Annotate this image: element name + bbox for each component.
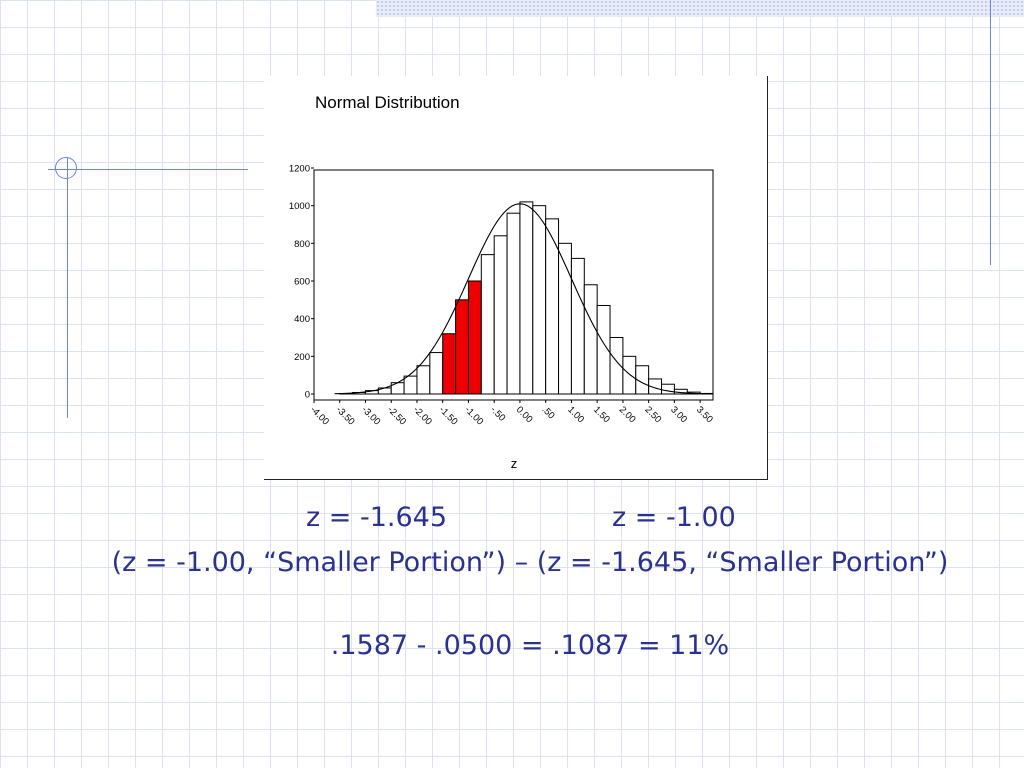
x-tick-label: 3.00 <box>668 404 689 425</box>
x-tick-label: 1.50 <box>591 404 612 425</box>
x-tick-label: 0.00 <box>514 404 535 425</box>
histogram-bar <box>570 257 585 395</box>
histogram-bar <box>480 254 495 395</box>
y-tick-label: 1200 <box>289 164 310 175</box>
histogram-bar <box>583 284 598 395</box>
histogram-bar <box>661 383 675 395</box>
histogram-bar <box>416 365 431 395</box>
x-tick-label: -3.50 <box>334 404 357 427</box>
histogram-bar <box>532 205 547 395</box>
result-text: .1587 - .0500 = .1087 = 11% <box>330 630 730 661</box>
histogram-bar <box>493 235 508 395</box>
y-tick-label: 400 <box>294 314 310 325</box>
histogram-bar <box>506 212 521 395</box>
chart-panel: Normal Distribution 0 200 400 600 800 1000 120… <box>264 76 768 480</box>
decor-right-line <box>990 0 991 265</box>
x-tick-label: -2.00 <box>411 404 434 427</box>
x-tick-label: 2.00 <box>617 404 638 425</box>
y-tick-label: 600 <box>294 277 310 288</box>
x-tick-label: -1.00 <box>462 404 485 427</box>
z-value-right: z = -1.00 <box>612 502 736 533</box>
formula-text: (z = -1.00, “Smaller Portion”) – (z = -1… <box>111 547 949 578</box>
histogram-chart: Normal Distribution 0 200 400 600 800 1000 120… <box>289 93 715 471</box>
histogram-bar-highlighted <box>442 333 457 395</box>
x-tick-label: -4.00 <box>308 404 331 427</box>
histogram-bar <box>545 218 560 395</box>
normal-curve <box>334 203 706 395</box>
histogram-bar-highlighted <box>467 280 482 395</box>
decor-horizontal-line <box>48 169 248 170</box>
x-axis-label: z <box>511 456 518 471</box>
x-tick-label: -2.50 <box>385 404 408 427</box>
decor-circle-icon <box>55 157 77 179</box>
x-tick-label: 3.50 <box>694 404 715 425</box>
decor-vertical-line <box>67 158 68 418</box>
histogram-bar <box>429 352 444 395</box>
x-tick-label: -1.50 <box>437 404 460 427</box>
x-tick-label: 1.00 <box>565 404 586 425</box>
histogram-bar <box>519 201 534 395</box>
x-tick-label: 2.50 <box>643 404 664 425</box>
histogram-bar <box>558 242 572 395</box>
x-tick-label: -3.00 <box>359 404 382 427</box>
histogram-bar <box>622 355 637 395</box>
z-value-left: z = -1.645 <box>306 502 447 533</box>
y-tick-label: 800 <box>294 239 310 250</box>
histogram-bar <box>403 375 418 395</box>
y-tick-label: 1000 <box>289 201 310 212</box>
y-tick-label: 200 <box>294 352 310 363</box>
histogram-bar-highlighted <box>455 299 469 395</box>
top-decor-band <box>376 0 1024 17</box>
plot-frame <box>313 169 714 401</box>
x-tick-label: .50 <box>540 404 557 421</box>
chart-title: Normal Distribution <box>315 93 460 112</box>
x-tick-label: -.50 <box>488 404 507 423</box>
y-tick-label: 0 <box>305 390 310 401</box>
